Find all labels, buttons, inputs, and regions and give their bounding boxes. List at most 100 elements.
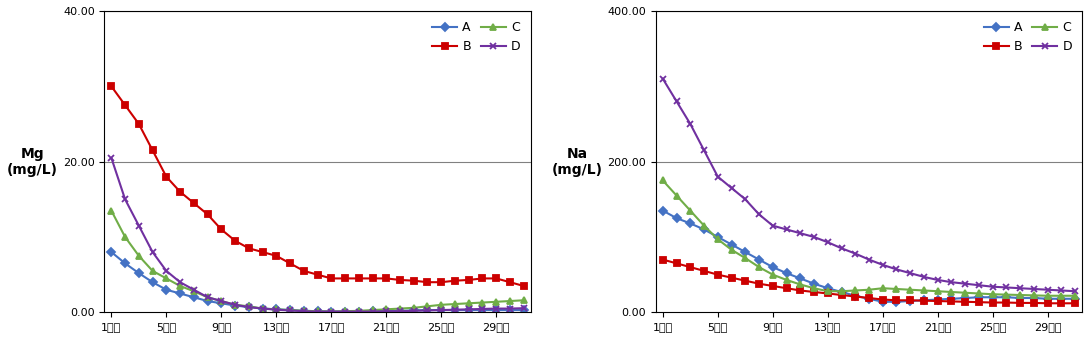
D [711, 175, 724, 179]
B [1068, 301, 1081, 305]
B [517, 284, 530, 288]
C [256, 306, 269, 311]
A [462, 308, 475, 312]
C [242, 304, 255, 308]
B [821, 292, 834, 296]
B [160, 175, 173, 179]
A [229, 303, 242, 307]
D [283, 308, 296, 313]
B [366, 276, 379, 280]
B [917, 299, 930, 303]
A [105, 250, 118, 254]
A [1014, 296, 1027, 300]
D [780, 227, 793, 232]
D [517, 306, 530, 310]
C [698, 224, 711, 228]
A [738, 250, 751, 254]
A [503, 308, 516, 312]
D [890, 267, 903, 272]
Line: D: D [660, 76, 1078, 294]
D [862, 258, 876, 262]
D [657, 77, 670, 81]
D [1068, 289, 1081, 293]
D [987, 285, 1000, 289]
B [270, 254, 283, 258]
C [476, 300, 489, 304]
A [119, 261, 132, 265]
B [187, 201, 200, 205]
D [105, 156, 118, 160]
A [917, 298, 930, 302]
D [270, 308, 283, 312]
A [449, 308, 462, 312]
A [435, 308, 448, 312]
C [1068, 294, 1081, 298]
A [366, 309, 379, 313]
D [132, 224, 145, 228]
C [366, 308, 379, 312]
D [311, 310, 325, 314]
D [725, 186, 738, 190]
B [283, 261, 296, 265]
D [449, 308, 462, 312]
C [890, 287, 903, 291]
C [215, 299, 228, 303]
C [490, 300, 503, 304]
A [752, 258, 766, 262]
C [1014, 293, 1027, 297]
C [517, 298, 530, 302]
D [503, 306, 516, 311]
C [325, 310, 338, 314]
Line: A: A [660, 208, 1078, 304]
C [684, 208, 697, 213]
B [890, 298, 903, 302]
B [862, 296, 876, 300]
C [711, 237, 724, 241]
B [752, 282, 766, 286]
A [215, 301, 228, 305]
A [297, 309, 310, 313]
B [698, 269, 711, 273]
D [931, 278, 944, 282]
C [987, 292, 1000, 296]
C [187, 289, 200, 293]
Y-axis label: Mg
(mg/L): Mg (mg/L) [7, 146, 58, 177]
C [449, 302, 462, 306]
D [684, 122, 697, 126]
D [366, 310, 379, 314]
B [657, 258, 670, 262]
D [738, 197, 751, 201]
D [835, 246, 848, 250]
C [1027, 293, 1040, 297]
C [931, 289, 944, 293]
C [146, 269, 159, 273]
B [380, 276, 393, 280]
C [821, 289, 834, 293]
A [698, 227, 711, 232]
A [890, 300, 903, 304]
D [119, 197, 132, 201]
B [807, 290, 820, 294]
D [767, 224, 780, 228]
D [407, 309, 420, 313]
B [904, 298, 917, 302]
B [146, 148, 159, 152]
D [1055, 288, 1068, 293]
C [462, 301, 475, 305]
Legend: A, B, C, D: A, B, C, D [429, 17, 524, 57]
A [780, 271, 793, 275]
A [1068, 297, 1081, 301]
D [229, 303, 242, 307]
A [380, 309, 393, 313]
C [794, 282, 807, 286]
D [972, 283, 986, 287]
D [187, 288, 200, 292]
A [767, 265, 780, 269]
A [711, 235, 724, 239]
C [780, 278, 793, 282]
C [105, 208, 118, 213]
C [160, 276, 173, 280]
A [325, 310, 338, 314]
D [339, 310, 352, 314]
B [794, 288, 807, 293]
